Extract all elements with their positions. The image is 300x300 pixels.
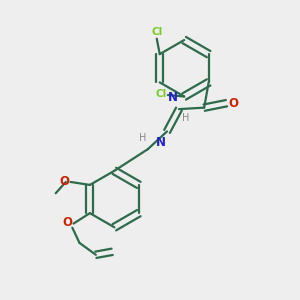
Text: N: N <box>168 91 178 104</box>
Text: O: O <box>228 97 238 110</box>
Text: Cl: Cl <box>155 89 166 99</box>
Text: O: O <box>59 176 69 188</box>
Text: Cl: Cl <box>151 27 162 37</box>
Text: H: H <box>139 133 146 143</box>
Text: O: O <box>62 217 72 230</box>
Text: N: N <box>155 136 166 149</box>
Text: H: H <box>182 113 190 123</box>
